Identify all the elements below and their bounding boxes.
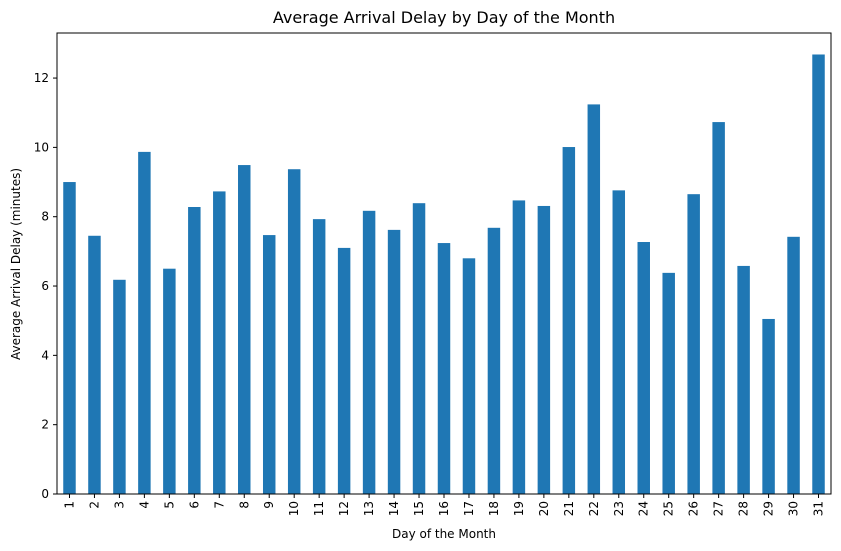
x-tick-label: 9: [262, 501, 276, 509]
x-tick-label: 16: [437, 501, 451, 516]
y-tick-label: 6: [41, 279, 49, 293]
bar-day-2: [88, 235, 101, 494]
bar-day-23: [612, 190, 626, 495]
x-tick-label: 31: [812, 501, 826, 516]
x-tick-label: 13: [362, 501, 376, 516]
x-tick-label: 26: [687, 501, 701, 516]
x-tick-label: 30: [787, 501, 801, 516]
bar-day-26: [687, 194, 700, 494]
x-tick-label: 5: [162, 501, 176, 509]
bar-day-17: [462, 258, 476, 494]
x-tick-label: 11: [312, 501, 326, 516]
x-tick-label: 1: [62, 501, 76, 509]
y-axis-label: Average Arrival Delay (minutes): [9, 168, 23, 360]
x-tick-label: 7: [212, 501, 226, 509]
y-tick-label: 8: [41, 210, 49, 224]
bar-day-1: [63, 182, 76, 495]
bar-day-27: [712, 122, 725, 495]
x-tick-label: 3: [112, 501, 126, 509]
x-tick-label: 20: [537, 501, 551, 516]
bar-day-10: [287, 169, 301, 494]
x-tick-label: 17: [462, 501, 476, 516]
bar-day-5: [163, 268, 176, 494]
bar-day-22: [587, 104, 601, 494]
bar-day-18: [487, 227, 501, 494]
bar-day-4: [138, 151, 151, 495]
bar-day-28: [737, 265, 750, 494]
bar-day-12: [337, 247, 351, 494]
bar-day-25: [662, 272, 675, 494]
bars-group: [63, 54, 825, 495]
y-tick-label: 12: [34, 71, 49, 85]
bar-day-24: [637, 242, 650, 494]
y-tick-label: 0: [41, 487, 49, 501]
bar-day-7: [213, 191, 226, 495]
x-tick-label: 14: [387, 501, 401, 516]
x-tick-label: 19: [512, 501, 526, 516]
bar-day-30: [787, 236, 800, 494]
x-tick-label: 29: [762, 501, 776, 516]
x-tick-label: 10: [287, 501, 301, 516]
y-tick-label: 2: [41, 418, 49, 432]
x-tick-label: 27: [712, 501, 726, 516]
x-tick-label: 22: [587, 501, 601, 516]
bar-day-20: [537, 205, 551, 494]
x-tick-label: 18: [487, 501, 501, 516]
bar-day-3: [113, 279, 126, 494]
x-tick-label: 15: [412, 501, 426, 516]
bar-day-19: [512, 200, 526, 495]
x-tick-label: 24: [637, 501, 651, 516]
bar-day-11: [312, 219, 326, 494]
x-axis: 1 2 3 4 5 6 7 8 9 10 11 12 13 14 15 16 17 18 19 20 21 22 23 24 2…: [62, 494, 826, 516]
bar-day-21: [562, 147, 576, 494]
bar-day-14: [387, 229, 401, 495]
bar-day-9: [262, 235, 276, 494]
x-tick-label: 8: [237, 501, 251, 509]
bar-day-8: [238, 165, 251, 494]
bar-day-15: [412, 203, 426, 494]
x-tick-label: 6: [187, 501, 201, 509]
x-tick-label: 25: [662, 501, 676, 516]
bar-day-31: [812, 54, 825, 494]
y-tick-label: 4: [41, 348, 49, 362]
plot-frame: [56, 32, 832, 495]
x-tick-label: 23: [612, 501, 626, 516]
x-tick-label: 21: [562, 501, 576, 516]
x-tick-label: 2: [87, 501, 101, 509]
y-tick-label: 10: [34, 140, 49, 154]
bar-day-29: [762, 318, 775, 494]
x-tick-label: 4: [137, 501, 151, 509]
bar-day-13: [362, 210, 376, 495]
x-axis-label: Day of the Month: [392, 527, 496, 541]
bar-day-6: [188, 207, 201, 494]
chart-title: Average Arrival Delay by Day of the Mont…: [273, 8, 615, 27]
x-tick-label: 12: [337, 501, 351, 516]
y-axis: 0 2 4 6 8 10 12: [34, 71, 57, 501]
x-tick-label: 28: [737, 501, 751, 516]
bar-day-16: [437, 243, 451, 494]
